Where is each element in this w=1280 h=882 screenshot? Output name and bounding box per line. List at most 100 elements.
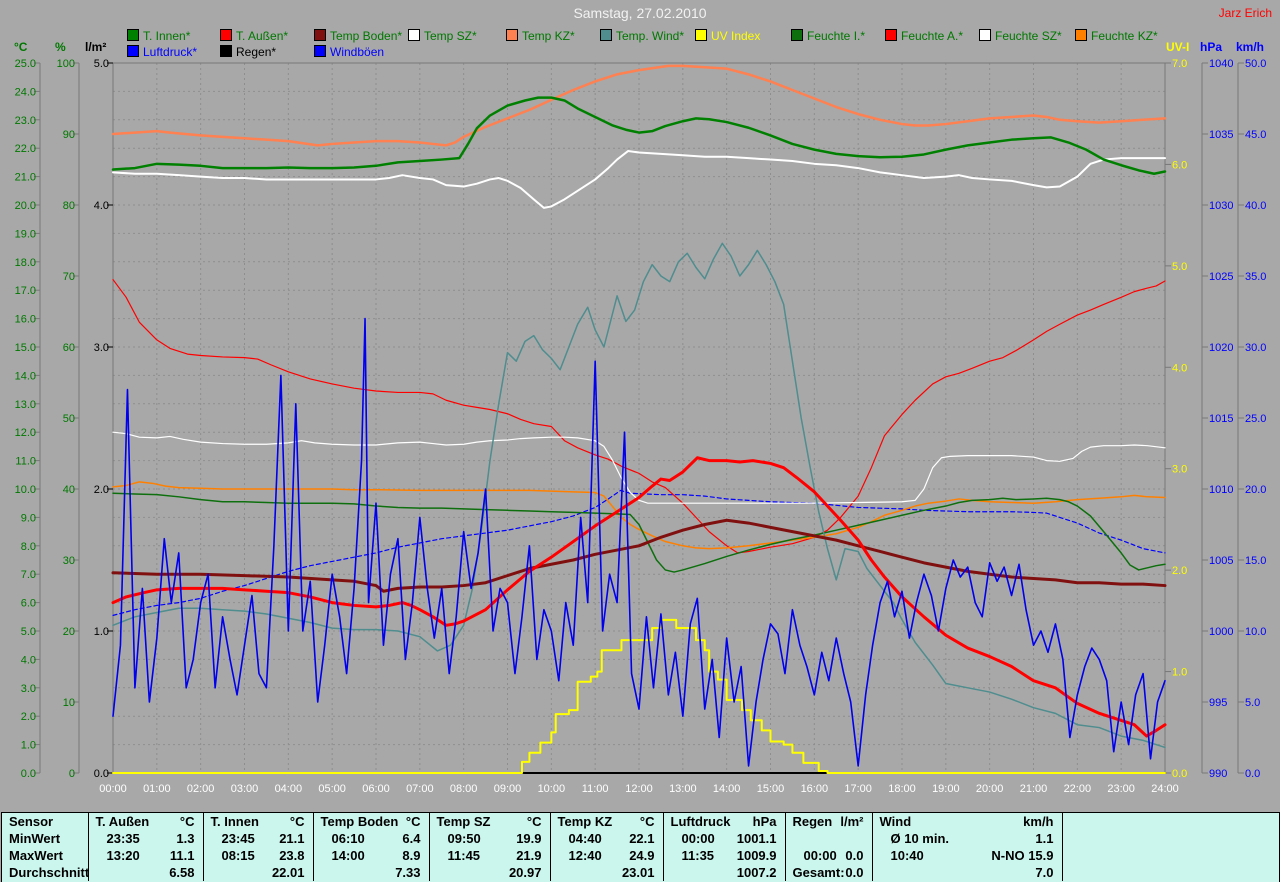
axis-tick-label: 50.0 [1245, 58, 1266, 70]
page-title: Samstag, 27.02.2010 [573, 5, 707, 21]
legend-item-windb-en: Windböen [314, 45, 385, 59]
axis-tick-label: 1.0 [1172, 667, 1187, 679]
stats-value: 09:50 [447, 831, 481, 846]
axis-tick-label: 90 [63, 129, 75, 141]
stats-value: 1.1 [1035, 831, 1054, 846]
legend-label: Feuchte SZ* [995, 29, 1062, 43]
x-tick-label: 01:00 [143, 783, 171, 795]
stats-value: 11:35 [681, 848, 715, 863]
axis-tick-label: 1.0 [94, 626, 109, 638]
stats-cell-t-innen: 22.01 [202, 864, 313, 881]
x-tick-label: 14:00 [713, 783, 741, 795]
legend-item-temp-boden: Temp Boden* [314, 29, 403, 43]
axis-tick-label: 2.0 [1172, 565, 1187, 577]
axis-tick-label: 1025 [1209, 271, 1233, 283]
legend-label: Temp Boden* [330, 29, 403, 43]
legend-label: Luftdruck* [143, 45, 198, 59]
series-luftdruck [112, 489, 1166, 616]
legend-item-regen: Regen* [220, 45, 276, 58]
series-windb-en [112, 317, 1166, 767]
stats-cell: Sensor [2, 813, 88, 830]
stats-cell-temp-kz: 04:40 22.1 [549, 830, 663, 847]
x-tick-label: 07:00 [406, 783, 434, 795]
stats-value: 04:40 [568, 831, 602, 846]
stats-cell-temp-sz: Temp SZ °C [428, 813, 550, 830]
axis-tick-label: 10.0 [15, 484, 36, 496]
legend-item-temp-sz: Temp SZ* [408, 29, 477, 42]
stats-cell-empty [1061, 864, 1280, 881]
stats-value: Temp Boden [320, 814, 399, 829]
axis-tick-label: 4.0 [21, 654, 36, 666]
axis-tick-label: 15.0 [1245, 555, 1266, 567]
legend-item-t-innen: T. Innen* [127, 29, 190, 42]
axis-tick-label: 1000 [1209, 626, 1233, 638]
axis-tick-label: 21.0 [15, 172, 36, 184]
axis-tick-label: 5.0 [1245, 697, 1260, 709]
stats-cell-temp-sz: 20.97 [428, 864, 550, 881]
axis-tick-label: 50 [63, 413, 75, 425]
series-temp-sz [112, 150, 1166, 209]
axis-tick-label: 990 [1209, 768, 1227, 780]
axis-tick-label: 15.0 [15, 342, 36, 354]
axis-tick-label: 6.0 [21, 598, 36, 610]
axis-tick-label: 11.0 [15, 456, 36, 468]
legend-swatch-icon [600, 29, 612, 41]
legend-item-temp-kz: Temp KZ* [506, 29, 575, 43]
axis-tick-label: 18.0 [15, 257, 36, 269]
axis-tick-label: 2.0 [21, 711, 36, 723]
stats-value: 23.01 [621, 865, 655, 880]
axis-tick-label: 10.0 [1245, 626, 1266, 638]
legend-swatch-icon [979, 29, 991, 41]
stats-value: 13:20 [106, 848, 140, 863]
stats-value: 0.0 [845, 848, 864, 863]
stats-value: Regen [792, 814, 833, 829]
stats-value: Temp SZ [436, 814, 491, 829]
axis-header-uv: UV-I [1166, 40, 1190, 54]
legend-label: Feuchte A.* [901, 29, 964, 43]
axis-tick-label: 70 [63, 271, 75, 283]
stats-value: 21.1 [279, 831, 305, 846]
axis-tick-label: 100 [57, 58, 75, 70]
axis-tick-label: 40.0 [1245, 200, 1266, 212]
stats-value: km/h [1023, 814, 1054, 829]
legend-swatch-icon [408, 29, 420, 41]
stats-value: °C [179, 814, 195, 829]
axis-header-degC: °C [14, 40, 28, 54]
axis-uv: 0.0 1.0 2.0 3.0 4.0 5.0 6.0 7.0 [1165, 58, 1187, 780]
stats-cell-t-au-en: 6.58 [87, 864, 203, 881]
stats-value: 1001.1 [736, 831, 777, 846]
stats-cell-temp-kz: Temp KZ °C [549, 813, 663, 830]
stats-value: 6.58 [169, 865, 195, 880]
stats-value: 22.1 [629, 831, 655, 846]
x-tick-label: 18:00 [888, 783, 916, 795]
legend-label: Temp KZ* [522, 29, 575, 43]
series-feuchte-kz [112, 481, 1166, 550]
axis-tick-label: 995 [1209, 697, 1227, 709]
legend-swatch-icon [314, 45, 326, 57]
axis-pct: 0 10 20 30 40 50 60 70 80 90 100 [57, 58, 80, 780]
axis-degC: 0.0 1.0 2.0 3.0 4.0 5.0 6.0 7.0 8.0 9.0 10.0 11.0 12… [15, 58, 41, 780]
stats-cell-luftdruck: 00:00 1001.1 [662, 830, 785, 847]
stats-value: Ø 10 min. [890, 831, 950, 846]
stats-value: Gesamt: [792, 865, 845, 880]
stats-value: 7.33 [395, 865, 421, 880]
axis-tick-label: 20 [63, 626, 75, 638]
stats-value: 11:45 [447, 848, 481, 863]
series-temp-boden [111, 518, 1167, 593]
x-tick-label: 13:00 [669, 783, 697, 795]
stats-value: 10:40 [890, 848, 924, 863]
stats-value: 23:35 [106, 831, 140, 846]
stats-value: Wind [879, 814, 912, 829]
axis-tick-label: 6.0 [1172, 159, 1187, 171]
stats-cell-wind: 10:40 N-NO 15.9 [871, 847, 1062, 864]
legend-label: Windböen [330, 45, 385, 59]
x-tick-label: 24:00 [1151, 783, 1179, 795]
axis-tick-label: 7.0 [21, 569, 36, 581]
stats-cell: MinWert [2, 830, 88, 847]
x-axis-labels: 00:00 01:00 02:00 03:00 04:00 05:00 06:00 07:00… [99, 783, 1179, 795]
legend-swatch-icon [1075, 29, 1087, 41]
stats-value: 11.1 [169, 848, 195, 863]
stats-value: T. Innen [210, 814, 259, 829]
axis-tick-label: 5.0 [1172, 261, 1187, 273]
series-uv-index [112, 618, 1166, 774]
